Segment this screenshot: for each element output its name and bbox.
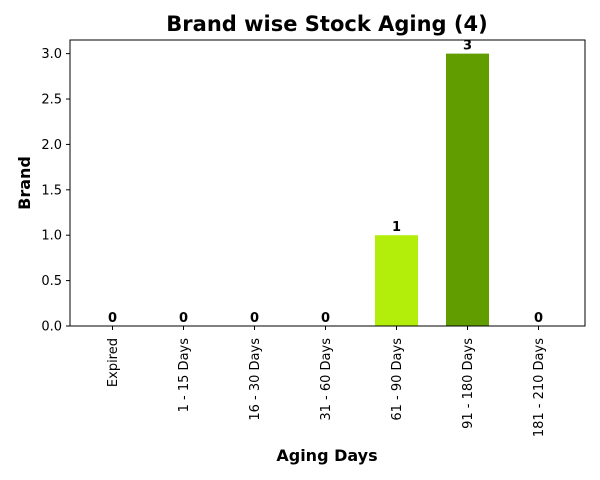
chart-title: Brand wise Stock Aging (4)	[166, 12, 487, 36]
bar	[375, 235, 418, 326]
y-tick-label: 1.0	[41, 229, 62, 244]
y-tick-label: 2.0	[41, 138, 62, 153]
bar-value-label: 0	[179, 311, 188, 326]
y-axis-label: Brand	[15, 156, 34, 210]
x-tick-label: 16 - 30 Days	[248, 338, 263, 421]
y-tick-label: 2.5	[41, 93, 62, 108]
x-tick-label: 61 - 90 Days	[390, 338, 405, 421]
y-tick-label: 0.5	[41, 274, 62, 289]
y-axis: 0.0 0.5 1.0 1.5 2.0 2.5 3.0	[41, 47, 70, 335]
x-tick-label: 1 - 15 Days	[177, 338, 192, 413]
x-tick-label: 91 - 180 Days	[461, 338, 476, 429]
y-tick-label: 3.0	[41, 47, 62, 62]
plot-frame	[69, 39, 586, 327]
bar-value-label: 0	[108, 311, 117, 326]
bar-value-label: 0	[321, 311, 330, 326]
bar	[446, 53, 489, 326]
y-tick-label: 1.5	[41, 183, 62, 198]
x-tick-label: 31 - 60 Days	[319, 338, 334, 421]
x-tick-label: 181 - 210 Days	[532, 338, 547, 437]
y-tick-label: 0.0	[41, 320, 62, 335]
bars-group	[375, 53, 489, 326]
bar-value-label: 0	[534, 311, 543, 326]
x-tick-label: Expired	[106, 338, 121, 387]
x-axis-label: Aging Days	[276, 446, 377, 465]
data-labels-group: 0 0 0 0 1 3 0	[108, 39, 543, 326]
bar-value-label: 1	[392, 220, 401, 235]
bar-value-label: 0	[250, 311, 259, 326]
x-axis: Expired 1 - 15 Days 16 - 30 Days 31 - 60 Da…	[106, 326, 547, 437]
bar-value-label: 3	[463, 39, 472, 54]
